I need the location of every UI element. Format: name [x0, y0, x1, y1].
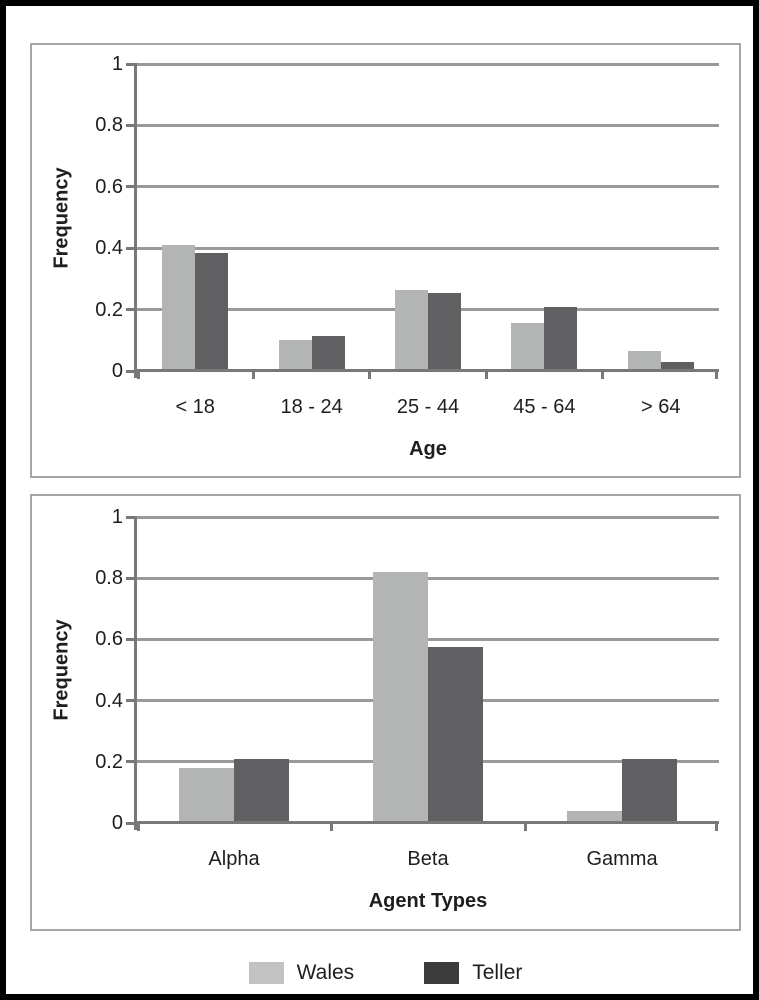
age-chart-panel: 0 0.2 0.4 0.6 0.8 1 < 18 18 - 24 25 - 44 45 - 64 >…	[30, 43, 741, 478]
x-tick-0	[137, 823, 140, 831]
bar-teller-beta	[428, 647, 483, 823]
y-axis-title: Frequency	[50, 619, 73, 721]
y-tick-label-0: 0	[111, 812, 123, 834]
bar-wales-gamma	[567, 810, 622, 823]
plot-area: 0 0.2 0.4 0.6 0.8 1 < 18 18 - 24 25 - 44 45 - 64 >…	[95, 53, 719, 460]
legend-label-wales: Wales	[296, 961, 355, 984]
x-tick-2	[368, 371, 372, 379]
y-tick-0.6	[126, 185, 134, 189]
x-category-label-64: > 64	[641, 396, 681, 418]
x-tick-1	[329, 823, 333, 831]
y-tick-label-0.4: 0.4	[95, 689, 123, 712]
gridline-0.8	[137, 576, 719, 580]
bar-wales-18-24	[278, 340, 312, 371]
plot-area: 0 0.2 0.4 0.6 0.8 1 Alpha Beta Gamma Agent Types	[95, 506, 719, 912]
y-tick-0.8	[126, 123, 134, 127]
legend-label-teller: Teller	[472, 961, 523, 984]
x-category-label-18-24: 18 - 24	[280, 396, 343, 418]
y-tick-label-0.6: 0.6	[95, 175, 123, 198]
y-tick-label-0.8: 0.8	[95, 114, 123, 137]
gridline-0.4	[137, 246, 719, 250]
x-category-label-25-44: 25 - 44	[396, 396, 460, 418]
gridline-0.6	[137, 185, 719, 189]
x-tick-3	[484, 371, 488, 379]
x-tick-4	[601, 371, 605, 379]
x-tick-0	[137, 371, 140, 379]
x-axis-line	[134, 821, 719, 824]
y-tick-0.6	[126, 637, 134, 641]
y-tick-label-0.2: 0.2	[95, 750, 123, 773]
bar-teller-18	[195, 252, 229, 371]
x-tick-3	[714, 823, 718, 831]
y-tick-label-0: 0	[111, 360, 123, 382]
x-axis-title: Agent Types	[368, 890, 488, 912]
bar-wales-45-64	[511, 323, 545, 371]
bar-wales-alpha	[179, 767, 234, 823]
gridline-1	[137, 62, 719, 66]
bar-teller-64	[660, 361, 694, 371]
x-category-label-alpha: Alpha	[208, 848, 260, 870]
bar-wales-64	[627, 351, 661, 371]
legend-swatch-teller	[424, 962, 460, 984]
x-tick-2	[523, 823, 527, 831]
y-tick-1	[126, 62, 134, 66]
bar-teller-alpha	[234, 758, 289, 823]
y-axis-title: Frequency	[50, 166, 73, 269]
bar-wales-beta	[373, 572, 428, 823]
y-axis-line	[134, 63, 137, 378]
y-tick-1	[126, 515, 134, 519]
x-tick-5	[714, 371, 718, 379]
y-tick-0.4	[126, 246, 134, 250]
legend-item-teller: Teller	[424, 961, 522, 985]
bar-teller-45-64	[544, 306, 578, 371]
y-tick-label-0.2: 0.2	[95, 298, 123, 321]
y-tick-label-0.8: 0.8	[95, 567, 123, 590]
legend-item-wales: Wales	[248, 961, 355, 985]
x-category-label-gamma: Gamma	[586, 848, 658, 870]
agent-types-chart-panel: 0 0.2 0.4 0.6 0.8 1 Alpha Beta Gamma Agent Types F…	[30, 494, 741, 931]
legend-swatch-wales	[248, 962, 284, 984]
y-tick-label-1: 1	[111, 506, 123, 528]
y-tick-0.8	[126, 576, 134, 580]
x-axis-title: Age	[409, 438, 447, 460]
bar-teller-18-24	[311, 335, 345, 371]
x-category-label-18: < 18	[175, 396, 215, 418]
y-tick-label-0.4: 0.4	[95, 237, 123, 260]
y-axis-line	[134, 516, 137, 830]
x-tick-1	[251, 371, 255, 379]
x-category-label-45-64: 45 - 64	[513, 396, 576, 418]
chart-legend: Wales Teller	[6, 954, 753, 992]
y-tick-0	[126, 369, 134, 373]
bar-teller-gamma	[622, 758, 677, 823]
x-category-label-beta: Beta	[407, 848, 449, 870]
bar-wales-25-44	[395, 289, 428, 371]
y-tick-0.4	[126, 699, 134, 703]
y-tick-0.2	[126, 308, 134, 312]
gridline-0.8	[137, 123, 719, 127]
y-tick-label-0.6: 0.6	[95, 628, 123, 651]
x-axis-line	[134, 369, 719, 372]
bar-wales-18	[162, 245, 196, 371]
bar-teller-25-44	[428, 292, 461, 371]
gridline-0.6	[137, 637, 719, 641]
gridline-1	[137, 515, 719, 519]
y-tick-0.2	[126, 760, 134, 764]
y-tick-label-1: 1	[111, 53, 123, 75]
y-tick-0	[126, 821, 134, 825]
